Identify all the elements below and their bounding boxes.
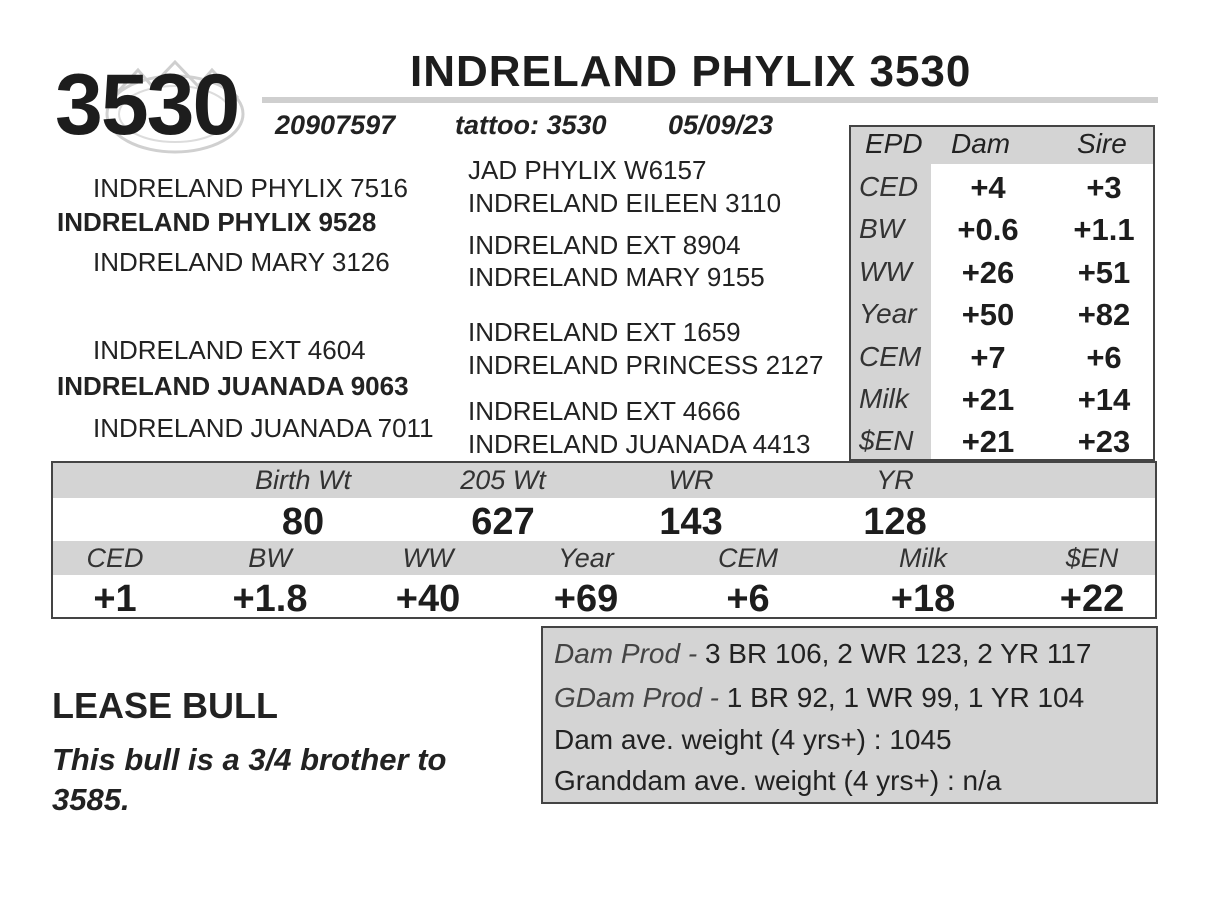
granddam-production: GDam Prod - 1 BR 92, 1 WR 99, 1 YR 104 [554,684,1084,712]
milk-value: +18 [890,578,956,620]
sire-dam: INDRELAND MARY 3126 [93,247,390,277]
epd-row-label: WW [859,256,912,287]
epd-row-label: CED [859,171,919,202]
weaning-wt-header: 205 Wt [460,465,546,495]
dam: INDRELAND JUANADA 9063 [57,371,409,401]
epd-dam-value: +7 [970,340,1006,375]
epd-table: EPD Dam Sire CED +4 +3 BW +0.6 +1.1 WW +… [849,125,1155,461]
epd-label-column [851,164,931,459]
dam-sire-sire: INDRELAND EXT 1659 [468,317,741,347]
granddam-production-label: GDam Prod - [554,682,719,713]
year-value: +69 [553,578,619,620]
bw-header: BW [248,543,292,573]
wr-value: 143 [659,501,723,543]
cem-header: CEM [718,543,778,573]
performance-header-band [53,463,1155,498]
wr-header: WR [668,465,714,495]
dam-dam-sire: INDRELAND EXT 4666 [468,396,741,426]
en-value: +22 [1059,578,1125,620]
epd-sire-value: +1.1 [1073,212,1135,247]
sire-dam-sire: INDRELAND EXT 8904 [468,230,741,260]
epd-row-label: Year [859,298,917,329]
epd-sire-value: +6 [1086,340,1122,375]
dam-production-value: 3 BR 106, 2 WR 123, 2 YR 117 [704,638,1092,669]
epd-dam-value: +4 [970,170,1006,205]
sire-dam-dam: INDRELAND MARY 9155 [468,262,765,292]
milk-header: Milk [899,543,947,573]
bw-value: +1.8 [232,578,308,620]
epd-dam-value: +21 [961,424,1015,459]
registration-number: 20907597 [275,110,396,140]
weaning-wt-value: 627 [471,501,535,543]
ced-header: CED [86,543,144,573]
epd-row-label: $EN [859,425,914,456]
ranch-logo-icon [105,59,245,154]
yr-value: 128 [863,501,927,543]
birth-wt-value: 80 [281,501,325,543]
epd-sire-value: +3 [1086,170,1122,205]
epd-header-band [53,541,1155,575]
epd-sire-value: +82 [1077,297,1131,332]
dam-production: Dam Prod - 3 BR 106, 2 WR 123, 2 YR 117 [554,640,1091,668]
ww-value: +40 [395,578,461,620]
bull-number: 3530 [55,57,240,153]
dam-sire-dam: INDRELAND PRINCESS 2127 [468,350,824,380]
lease-title: LEASE BULL [52,685,279,726]
sire: INDRELAND PHYLIX 9528 [57,207,377,237]
granddam-production-value: 1 BR 92, 1 WR 99, 1 YR 104 [726,682,1085,713]
title-underline [262,97,1158,103]
epd-dam-value: +21 [961,382,1015,417]
ww-header: WW [402,543,454,573]
epd-header-sire: Sire [1077,128,1127,159]
birth-wt-header: Birth Wt [254,465,351,495]
ced-value: +1 [93,578,137,620]
sire-sire: INDRELAND PHYLIX 7516 [93,173,409,203]
epd-sire-value: +51 [1077,255,1131,290]
epd-sire-value: +14 [1077,382,1131,417]
sire-sire-sire: JAD PHYLIX W6157 [468,155,707,185]
dam-dam-dam: INDRELAND JUANADA 4413 [468,429,811,459]
epd-header-band [851,127,1153,164]
epd-dam-value: +26 [961,255,1015,290]
cem-value: +6 [726,578,770,620]
epd-row-label: Milk [859,383,909,414]
sire-sire-dam: INDRELAND EILEEN 3110 [468,188,782,218]
lease-note: This bull is a 3/4 brother to 3585. [52,742,447,817]
epd-header-dam: Dam [951,128,1011,159]
yr-header: YR [876,465,914,495]
birth-date: 05/09/23 [668,110,774,140]
en-header: $EN [1065,543,1119,573]
granddam-average-weight: Granddam ave. weight (4 yrs+) : n/a [554,765,1002,796]
epd-row-label: BW [859,213,905,244]
dam-average-weight: Dam ave. weight (4 yrs+) : 1045 [554,724,952,755]
epd-dam-value: +0.6 [957,212,1019,247]
year-header: Year [558,543,614,573]
tattoo: tattoo: 3530 [455,110,607,140]
epd-sire-value: +23 [1077,424,1131,459]
production-box: Dam Prod - 3 BR 106, 2 WR 123, 2 YR 117 … [541,626,1158,804]
dam-sire: INDRELAND EXT 4604 [93,335,366,365]
performance-table: Birth Wt 205 Wt WR YR 80 627 143 128 CED… [51,461,1157,619]
bull-name-title: INDRELAND PHYLIX 3530 [410,47,972,96]
epd-header-label: EPD [865,128,923,159]
dam-dam: INDRELAND JUANADA 7011 [93,413,434,443]
epd-row-label: CEM [859,341,922,372]
epd-dam-value: +50 [961,297,1015,332]
dam-production-label: Dam Prod - [554,638,698,669]
